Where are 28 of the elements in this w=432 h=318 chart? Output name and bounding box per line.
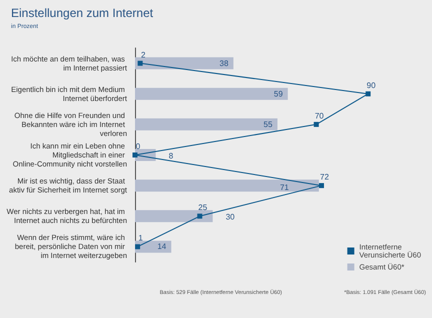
data-label: 59 xyxy=(274,89,284,98)
data-label: 70 xyxy=(314,111,324,120)
data-label: 90 xyxy=(366,80,376,90)
bar xyxy=(135,240,172,253)
bar xyxy=(135,88,288,100)
point xyxy=(135,244,140,250)
data-label: 25 xyxy=(198,203,208,212)
point xyxy=(314,122,319,127)
data-label: 38 xyxy=(220,58,229,68)
data-label: 8 xyxy=(168,152,174,160)
point xyxy=(366,91,371,96)
data-label: 0 xyxy=(136,142,141,151)
data-label: 55 xyxy=(264,120,273,129)
data-label: 2 xyxy=(140,50,146,60)
point xyxy=(197,214,202,219)
chart-title: Einstellungen zum Internet xyxy=(11,6,154,20)
point xyxy=(138,60,143,66)
bar xyxy=(135,180,319,192)
data-label: 71 xyxy=(280,183,290,192)
bar xyxy=(135,118,278,130)
data-label: 14 xyxy=(157,242,167,252)
bar xyxy=(135,210,213,222)
data-label: 30 xyxy=(226,212,236,222)
data-label: 72 xyxy=(320,172,330,182)
data-label: 1 xyxy=(138,234,144,243)
point xyxy=(318,183,324,188)
bar xyxy=(135,57,234,70)
point xyxy=(132,152,138,158)
